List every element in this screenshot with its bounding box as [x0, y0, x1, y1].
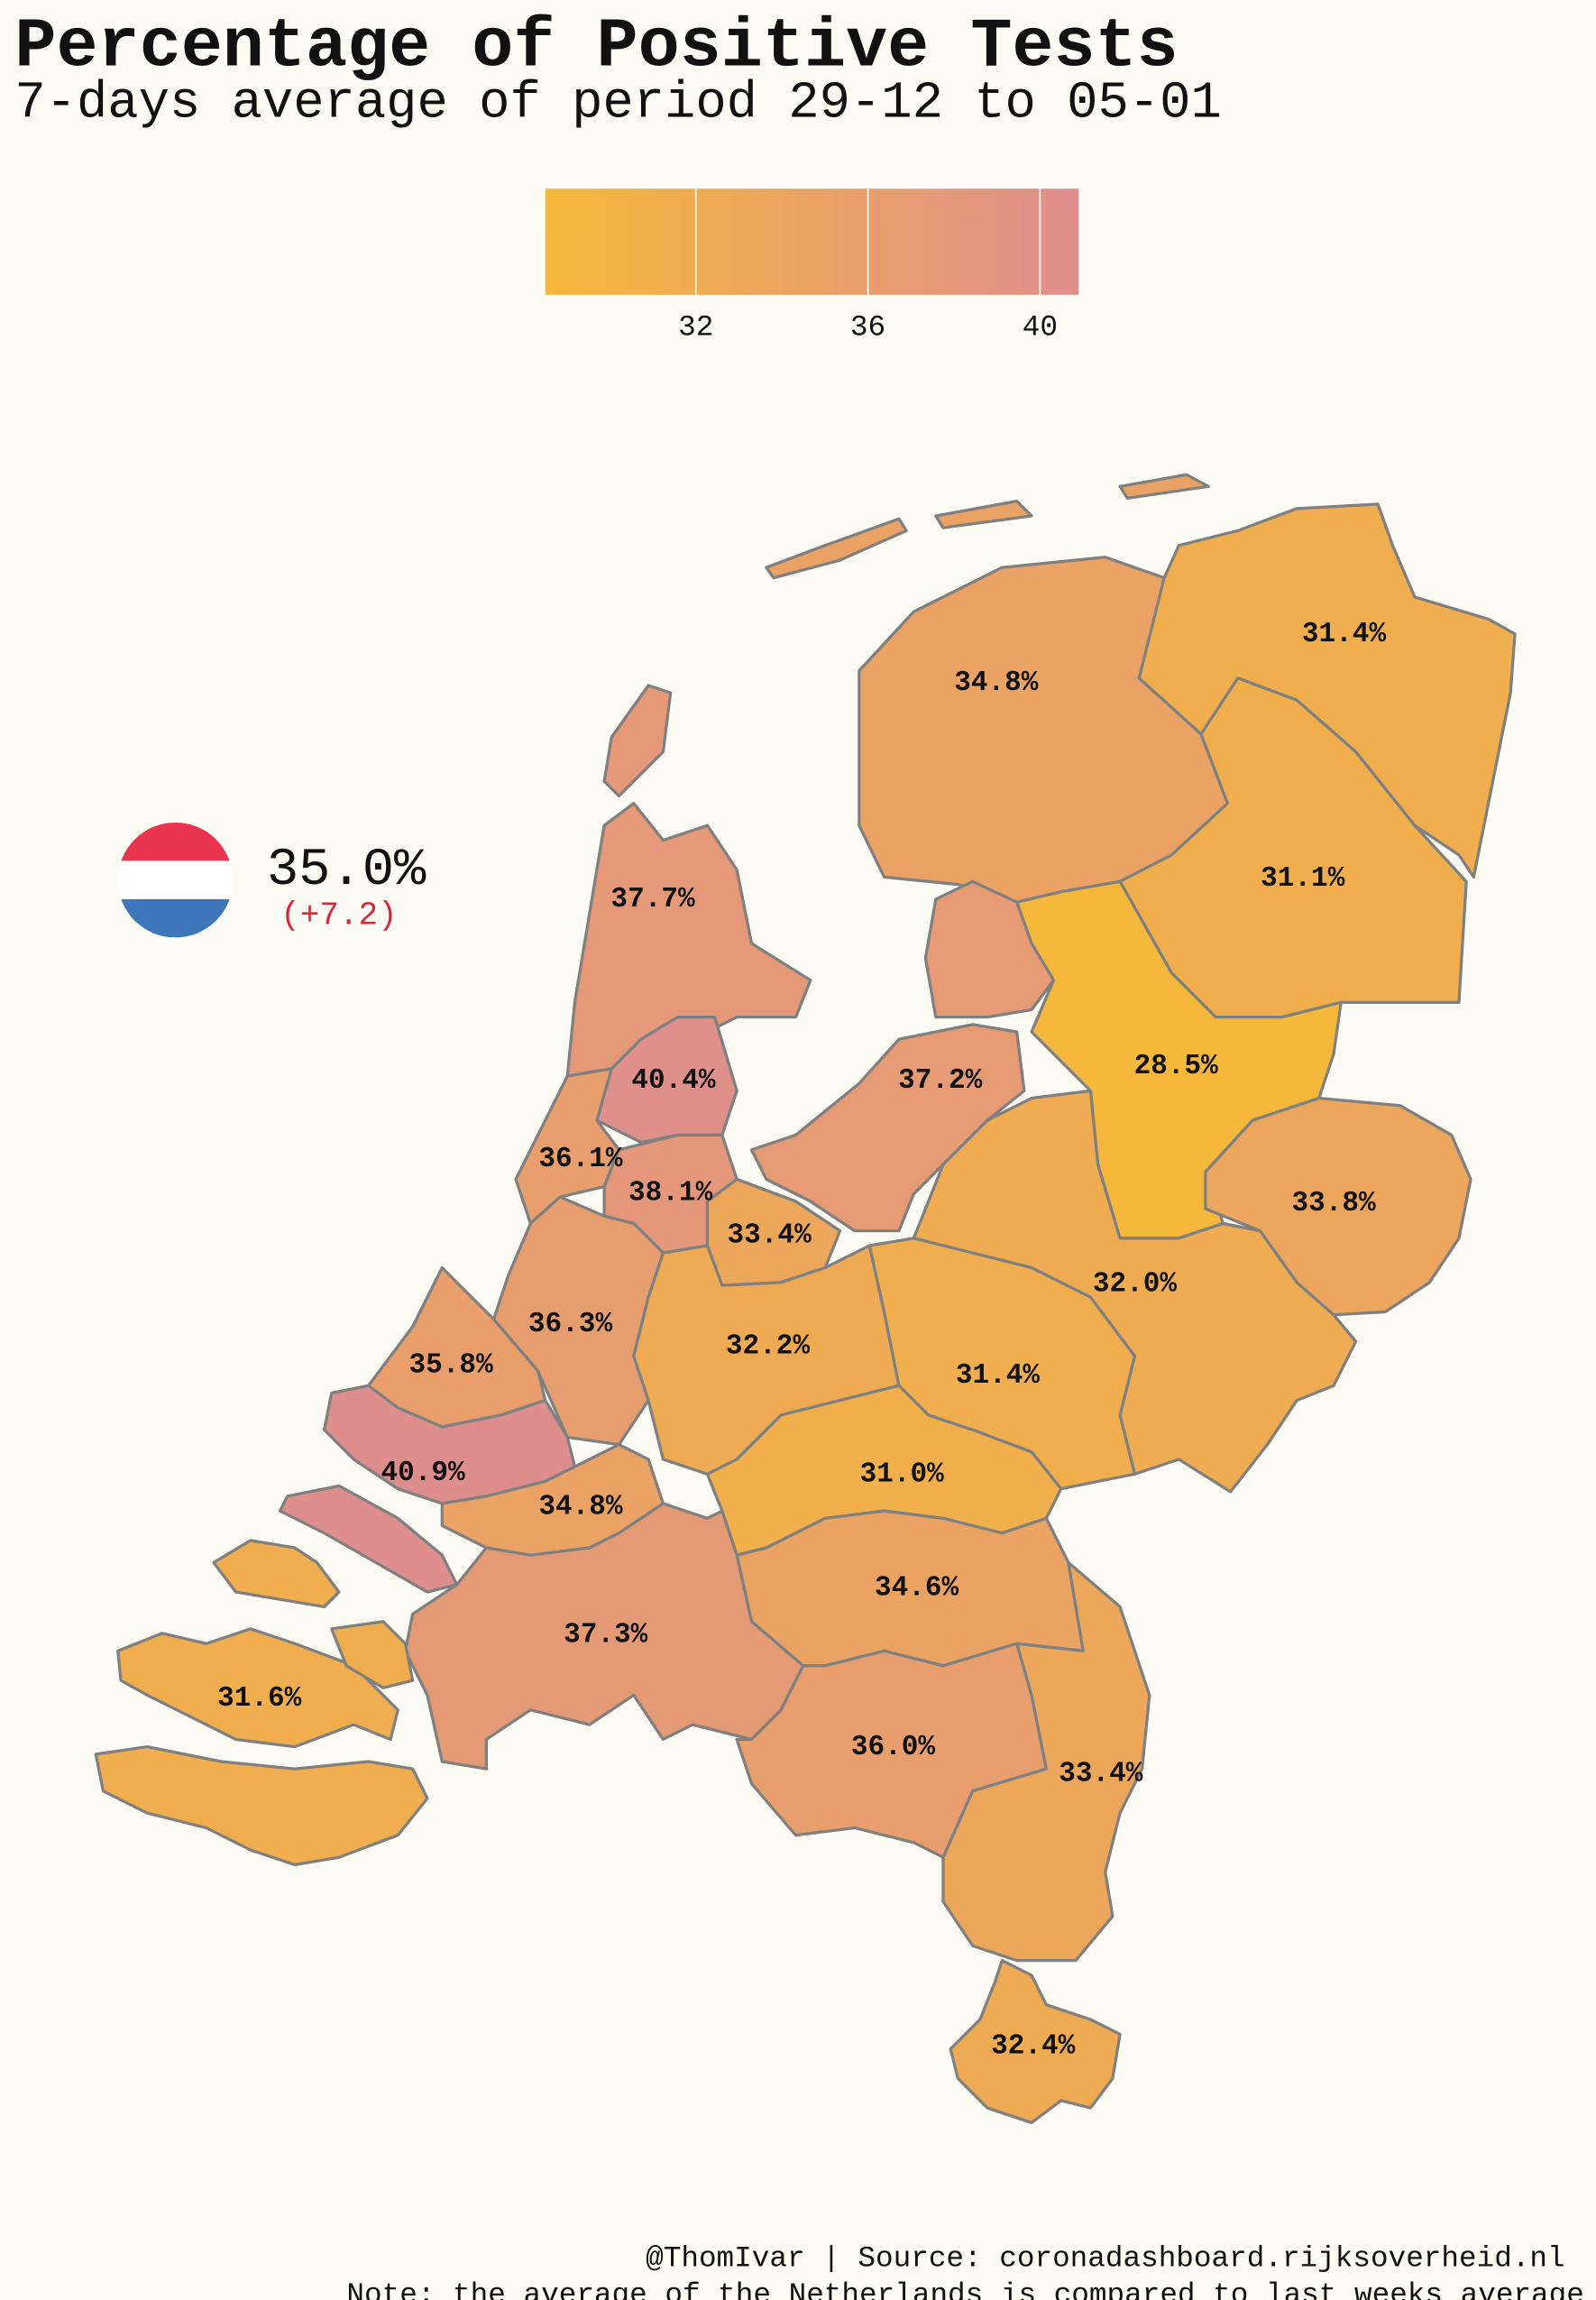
- region: [595, 1016, 738, 1145]
- note: Note: the average of the Netherlands is …: [346, 2278, 1583, 2300]
- region: [565, 684, 812, 1078]
- region-label: 36.1%: [538, 1144, 623, 1175]
- region-shape: [116, 1627, 399, 1749]
- regions: [94, 473, 1517, 2125]
- colorbar-tick-label: 32: [678, 310, 713, 344]
- region-label: 31.4%: [956, 1360, 1041, 1392]
- region-shape: [765, 517, 908, 580]
- national-value: 35.0%: [267, 840, 427, 900]
- region-label: 37.2%: [898, 1065, 983, 1097]
- region-shape: [278, 1484, 459, 1594]
- region-label: 34.6%: [875, 1572, 959, 1604]
- region-label: 31.1%: [1261, 863, 1345, 895]
- region-shape: [749, 1023, 1026, 1233]
- region-shape: [934, 500, 1033, 529]
- colorbar: [545, 189, 1079, 295]
- region-label: 34.8%: [954, 667, 1039, 699]
- region-shape: [514, 1067, 621, 1226]
- region-label: 28.5%: [1134, 1051, 1219, 1082]
- region-label: 37.7%: [610, 884, 695, 915]
- region-label: 32.2%: [726, 1330, 811, 1362]
- region-label: 31.0%: [860, 1459, 945, 1491]
- colorbar-tick-label: 40: [1023, 310, 1058, 344]
- region-label: 33.4%: [728, 1220, 812, 1252]
- region-label: 32.4%: [991, 2031, 1076, 2063]
- region-label: 31.6%: [217, 1683, 302, 1715]
- title: Percentage of Positive Tests: [14, 9, 1178, 87]
- region-label: 36.0%: [851, 1732, 936, 1763]
- region-labels: 34.8% 31.4% 31.1% 28.5% 33.8% 37.7% 40.4% 37.2%…: [217, 619, 1386, 2063]
- region-shape: [949, 1958, 1122, 2125]
- region-shape: [602, 684, 673, 798]
- colorbar-tick-label: 36: [850, 310, 885, 344]
- region: [949, 1958, 1122, 2125]
- region-label: 37.3%: [564, 1620, 648, 1651]
- region-shape: [565, 802, 812, 1078]
- region-label: 32.0%: [1093, 1269, 1178, 1301]
- region-label: 33.8%: [1291, 1188, 1376, 1219]
- region: [765, 473, 1230, 904]
- region: [1204, 1096, 1472, 1317]
- region-label: 38.1%: [628, 1177, 713, 1209]
- region-label: 34.8%: [538, 1491, 623, 1523]
- flag-white: [117, 860, 234, 899]
- source: @ThomIvar | Source: coronadashboard.rijk…: [646, 2241, 1565, 2275]
- region-shape: [1204, 1096, 1472, 1317]
- national-change: (+7.2): [280, 897, 397, 934]
- region-label: 36.3%: [528, 1309, 613, 1340]
- region: [941, 1560, 1151, 1963]
- region: [278, 1384, 577, 1594]
- region-label: 40.4%: [631, 1065, 716, 1097]
- region: [94, 1539, 429, 1867]
- region-shape: [595, 1016, 738, 1145]
- region-shape: [1118, 473, 1210, 501]
- region-label: 35.8%: [409, 1350, 494, 1382]
- region-shape: [923, 879, 1056, 1019]
- region-shape: [330, 1620, 415, 1689]
- map: 34.8% 31.4% 31.1% 28.5% 33.8% 37.7% 40.4% 37.2%…: [94, 473, 1517, 2125]
- region-label: 33.4%: [1059, 1758, 1143, 1789]
- subtitle: 7-days average of period 29-12 to 05-01: [14, 75, 1221, 133]
- region: [749, 879, 1056, 1233]
- region-shape: [941, 1560, 1151, 1963]
- region-shape: [212, 1539, 341, 1609]
- region-shape: [94, 1745, 429, 1867]
- region-label: 40.9%: [381, 1458, 465, 1489]
- region: [514, 1067, 621, 1226]
- flag: [117, 822, 234, 938]
- region-label: 31.4%: [1302, 619, 1387, 650]
